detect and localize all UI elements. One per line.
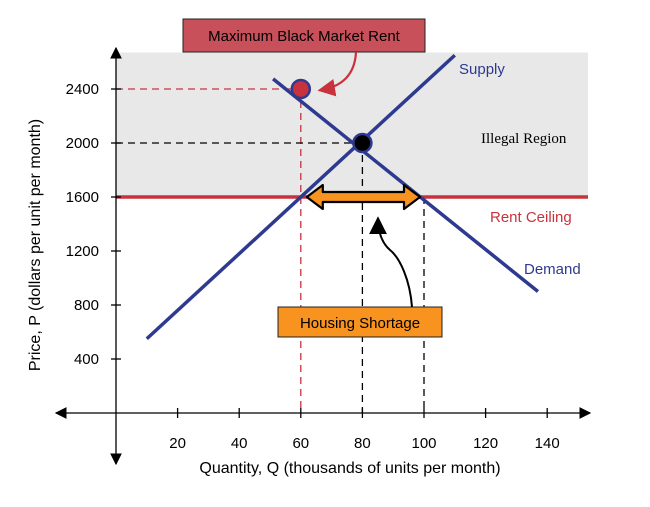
housing-shortage-arrow	[305, 183, 422, 211]
y-ticks: 400 800 1200 1600 2000 2400	[66, 81, 121, 368]
max-black-market-label: Maximum Black Market Rent	[208, 28, 401, 45]
x-tick-label: 20	[169, 435, 186, 452]
x-tick-label: 120	[473, 435, 498, 452]
equilibrium-point	[352, 132, 373, 154]
illegal-region-label: Illegal Region	[481, 131, 567, 147]
shortage-callout-arrow	[369, 216, 413, 308]
x-tick-label: 80	[354, 435, 371, 452]
y-axis-title: Price, P (dollars per unit per month)	[27, 119, 44, 371]
rent-ceiling-label: Rent Ceiling	[490, 209, 572, 226]
x-tick-label: 140	[535, 435, 560, 452]
black-market-point	[290, 78, 312, 100]
housing-shortage-label: Housing Shortage	[300, 315, 420, 332]
y-tick-label: 2400	[66, 81, 99, 98]
y-tick-label: 1200	[66, 243, 99, 260]
x-tick-label: 60	[292, 435, 309, 452]
housing-shortage-box	[277, 306, 443, 338]
x-ticks: 20 40 60 80 100 120 140	[169, 408, 560, 452]
supply-label: Supply	[459, 61, 505, 78]
x-axis-title: Quantity, Q (thousands of units per mont…	[199, 460, 500, 477]
x-tick-label: 100	[411, 435, 436, 452]
demand-label: Demand	[524, 261, 581, 278]
black-market-callout-arrow	[317, 51, 358, 97]
y-tick-label: 800	[74, 297, 99, 314]
y-tick-label: 1600	[66, 189, 99, 206]
supply-curve	[145, 53, 456, 341]
y-tick-label: 400	[74, 351, 99, 368]
illegal-region-shading	[116, 52, 588, 197]
guide-lines	[116, 88, 425, 413]
y-tick-label: 2000	[66, 135, 99, 152]
x-tick-label: 40	[231, 435, 248, 452]
max-black-market-box	[182, 18, 426, 53]
shortage-double-arrow	[305, 183, 422, 211]
